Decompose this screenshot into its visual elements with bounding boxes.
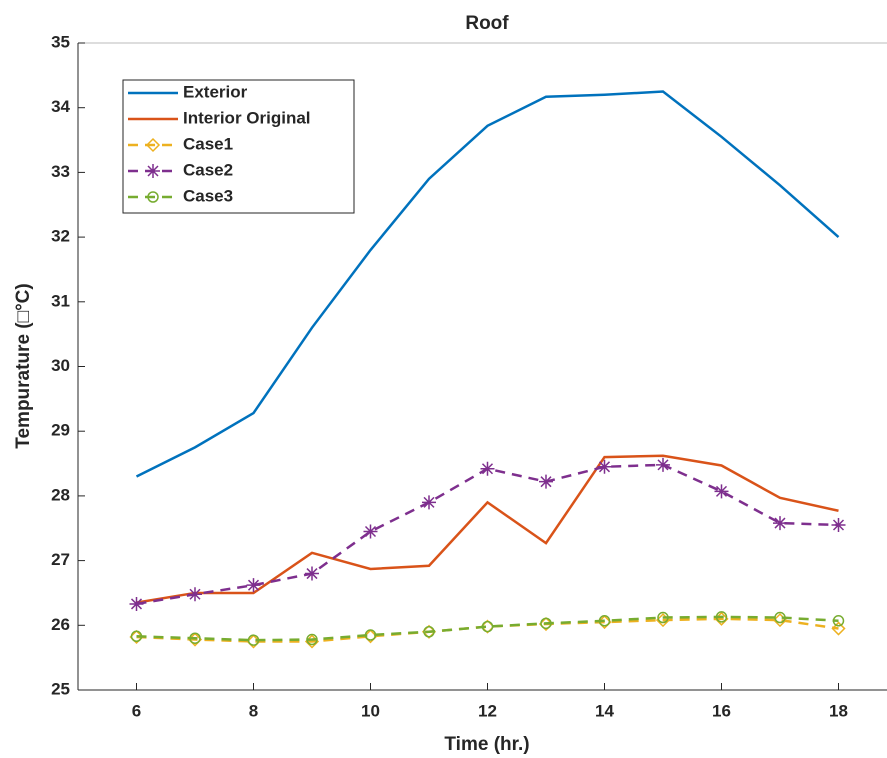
y-tick-label: 32 — [51, 227, 70, 246]
series-line — [136, 454, 839, 604]
marker — [130, 630, 143, 643]
marker — [189, 632, 201, 644]
marker — [481, 620, 494, 633]
marker — [146, 164, 160, 178]
y-tick-label: 31 — [51, 291, 70, 310]
legend-label: Case1 — [183, 134, 233, 153]
marker — [832, 615, 845, 627]
marker — [597, 459, 612, 474]
marker — [773, 516, 787, 531]
legend: Exterior Interior Original Case1 Case2 Case3 — [122, 79, 355, 214]
marker — [656, 457, 670, 472]
legend-label: Exterior — [183, 82, 248, 101]
y-axis-label: Tempurature (□°C) — [13, 283, 34, 448]
marker — [540, 617, 552, 630]
x-tick-label: 18 — [829, 701, 848, 720]
marker — [715, 611, 728, 623]
marker — [145, 137, 161, 153]
legend-label: Interior Original — [183, 108, 311, 127]
marker — [422, 495, 436, 510]
marker — [246, 578, 261, 593]
chart-title: Roof — [465, 13, 509, 34]
series-line — [136, 617, 839, 643]
marker — [305, 566, 319, 581]
y-tick-label: 27 — [51, 550, 70, 569]
x-tick-label: 8 — [249, 701, 258, 720]
y-tick-label: 29 — [51, 421, 70, 440]
y-tick-label: 25 — [51, 679, 70, 698]
marker — [480, 461, 495, 476]
series-line — [135, 90, 840, 478]
marker — [129, 596, 144, 611]
series-line — [136, 615, 839, 642]
marker — [714, 484, 729, 499]
marker — [539, 474, 553, 489]
marker — [306, 633, 318, 646]
marker — [423, 626, 435, 638]
marker — [831, 518, 846, 533]
marker — [598, 615, 611, 627]
legend-label: Case2 — [183, 160, 233, 179]
marker — [129, 629, 144, 645]
marker — [188, 587, 202, 602]
y-tick-label: 34 — [51, 97, 70, 116]
y-tick-label: 26 — [51, 615, 70, 634]
y-tick-label: 30 — [51, 356, 70, 375]
legend-box — [122, 79, 355, 214]
marker — [247, 634, 260, 646]
marker — [147, 191, 159, 203]
y-tick-label: 28 — [51, 485, 70, 504]
marker — [657, 611, 669, 624]
x-tick-label: 10 — [361, 701, 380, 720]
marker — [363, 524, 378, 539]
x-tick-label: 6 — [132, 701, 141, 720]
x-tick-label: 16 — [712, 701, 731, 720]
legend-label: Case3 — [183, 186, 233, 205]
x-tick-label: 14 — [595, 701, 614, 720]
x-tick-label: 12 — [478, 701, 497, 720]
y-tick-label: 35 — [51, 32, 70, 51]
marker — [774, 611, 786, 624]
y-tick-label: 33 — [51, 162, 70, 181]
marker — [364, 629, 377, 641]
marker — [831, 621, 846, 636]
x-axis-label: Time (hr.) — [444, 734, 529, 755]
